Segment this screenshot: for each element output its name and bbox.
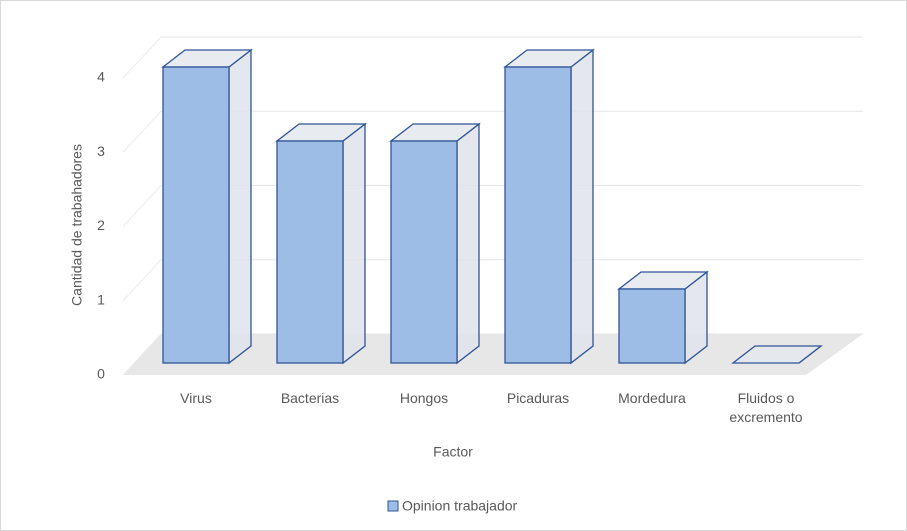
- bar: [390, 140, 458, 364]
- bar: [504, 66, 572, 364]
- y-tick-label: 4: [97, 69, 105, 85]
- x-tick-label: Bacterias: [280, 390, 340, 406]
- y-tick-label: 3: [97, 143, 105, 159]
- bar-top: [731, 345, 823, 364]
- x-tick-label: Fluidos o excremento: [729, 390, 803, 425]
- y-tick-label: 1: [97, 291, 105, 307]
- grid-line-side: [122, 259, 162, 302]
- legend-swatch: [387, 500, 399, 512]
- x-tick-label: Hongos: [399, 390, 449, 406]
- bar: [276, 140, 344, 364]
- legend-label: Opinion trabajador: [402, 498, 518, 514]
- bar: [162, 66, 230, 364]
- bar: [618, 288, 686, 364]
- bar-side: [342, 122, 366, 365]
- y-tick-label: 2: [97, 217, 105, 233]
- grid-line-side: [122, 110, 162, 153]
- x-tick-label: Virus: [180, 390, 212, 406]
- x-tick-label: Mordedura: [618, 390, 686, 406]
- grid-line-side: [122, 36, 162, 79]
- x-tick-label: Picaduras: [506, 390, 570, 406]
- bar-side: [228, 48, 252, 365]
- y-axis-title: Cantidad de trabahadores: [69, 144, 85, 306]
- bar-side: [570, 48, 594, 365]
- grid-line-side: [122, 185, 162, 227]
- grid-line-side: [122, 333, 162, 376]
- x-axis-title: Factor: [433, 444, 473, 460]
- bar-side: [456, 122, 480, 365]
- y-tick-label: 0: [97, 366, 105, 382]
